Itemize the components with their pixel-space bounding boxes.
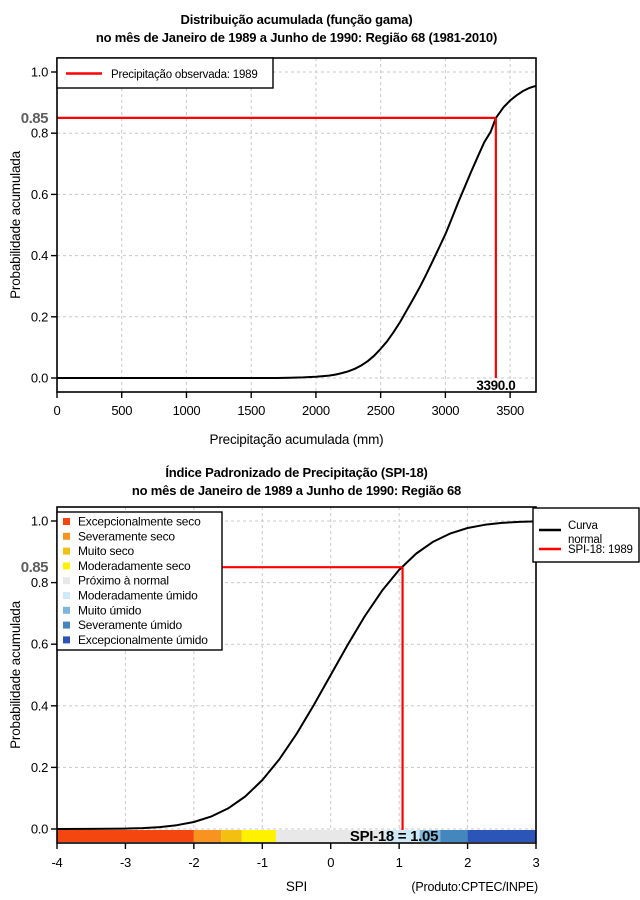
gamma-cdf-figure: 0 500 1000 1500 2000 2500 3000 3500 0.0 0.2 0.4 0.6… (8, 12, 537, 447)
category-label: Severamente seco (78, 529, 175, 543)
x-tick-label: 0 (327, 855, 334, 870)
legend-label: normal (568, 534, 602, 546)
category-marker (63, 606, 70, 614)
x-tick-label: 0 (54, 403, 61, 418)
y-tick-label: 0.4 (31, 698, 48, 713)
x-tick-label: -2 (188, 855, 199, 870)
x-tick-label: 1 (396, 855, 403, 870)
highlight-probability-label: 0.85 (21, 559, 48, 576)
chart-subtitle: no mês de Janeiro de 1989 a Junho de 199… (96, 30, 497, 45)
gridlines (56, 58, 536, 392)
gamma-cdf-curve (57, 84, 537, 379)
y-tick-label: 0.8 (31, 575, 48, 590)
x-tick-label: 1500 (237, 403, 265, 418)
category-label: Próximo à normal (78, 574, 169, 588)
plot-border (56, 57, 537, 393)
category-label: Muito seco (78, 544, 135, 558)
x-tick-label: -1 (257, 855, 268, 870)
y-tick-label: 0.8 (31, 126, 48, 141)
legend-label: Curva (568, 520, 598, 532)
chart-title: Distribuição acumulada (função gama) (181, 12, 413, 27)
spi-scale-segment (57, 830, 194, 842)
normal-cdf-curve (56, 520, 537, 830)
y-tick-label: 1.0 (31, 514, 48, 529)
x-tick-label: 1000 (173, 403, 201, 418)
category-label: Moderadamente úmido (78, 589, 198, 603)
category-marker (63, 547, 70, 555)
spi-scale-segment (419, 830, 441, 842)
x-tick-label: 2500 (367, 403, 395, 418)
spi-scale-segment (221, 830, 242, 842)
category-marker (63, 532, 70, 540)
legend-frame (56, 511, 223, 651)
y-tick-label: 0.6 (31, 187, 48, 202)
y-axis-label: Probabilidade acumulada (8, 600, 23, 748)
y-tick-label: 0.6 (31, 637, 48, 652)
x-tick-label: -4 (52, 855, 63, 870)
spi-scale-segment (440, 830, 468, 842)
plot-border (56, 506, 537, 844)
category-label: Excepcionalmente seco (78, 515, 201, 529)
category-marker (63, 636, 70, 644)
spi-scale-segment (275, 830, 386, 842)
spi-scale-segment (241, 830, 276, 842)
category-label: Excepcionalmente úmido (78, 633, 208, 647)
y-tick-label: 0.2 (31, 760, 48, 775)
category-marker (63, 577, 70, 585)
spi-value-label: SPI-18 = 1.05 (350, 828, 438, 845)
y-tick-label: 0.0 (31, 822, 48, 837)
y-axis-label: Probabilidade acumulada (8, 150, 23, 298)
spi-figure: -4 -3 -2 -1 0 1 2 3 0.0 0.2 0.4 0.6 0.8 1.0 0.85 SPI-18… (8, 465, 640, 894)
product-footnote: (Produto:CPTEC/INPE) (411, 880, 538, 894)
observed-precipitation-label: 3390.0 (476, 378, 515, 393)
category-marker (63, 592, 70, 599)
category-marker (63, 518, 70, 525)
x-tick-label: -3 (120, 855, 131, 870)
category-label: Severamente úmido (78, 618, 183, 632)
legend-label: Precipitação observada: 1989 (111, 69, 258, 81)
chart-subtitle: no mês de Janeiro de 1989 a Junho de 199… (132, 483, 461, 498)
x-tick-label: 3 (533, 855, 540, 870)
y-tick-label: 0.4 (31, 248, 48, 263)
x-tick-label: 3500 (496, 403, 524, 418)
x-tick-label: 2000 (302, 403, 330, 418)
y-tick-label: 0.2 (31, 309, 48, 324)
legend-box: Precipitação observada: 1989 (56, 57, 274, 89)
legend-frame (532, 507, 640, 563)
legend-label: SPI-18: 1989 (568, 544, 633, 556)
chart-title: Índice Padronizado de Precipitação (SPI-… (165, 465, 427, 480)
highlight-probability-label: 0.85 (21, 110, 48, 127)
y-tick-label: 0.0 (31, 371, 48, 386)
x-tick-label: 500 (111, 403, 132, 418)
spi-scale-segment (467, 830, 536, 842)
x-tick-label: 2 (464, 855, 471, 870)
x-axis-label: SPI (286, 879, 307, 894)
spi-scale-segment (193, 830, 222, 842)
category-label: Muito úmido (78, 603, 142, 617)
category-marker (63, 621, 70, 629)
x-tick-label: 3000 (432, 403, 460, 418)
spi-scale-bar (57, 830, 536, 842)
category-marker (63, 562, 70, 570)
y-tick-label: 1.0 (31, 65, 48, 80)
x-axis-label: Precipitação acumulada (mm) (210, 432, 384, 447)
spi-scale-segment (385, 830, 420, 842)
category-label: Moderadamente seco (78, 559, 191, 573)
